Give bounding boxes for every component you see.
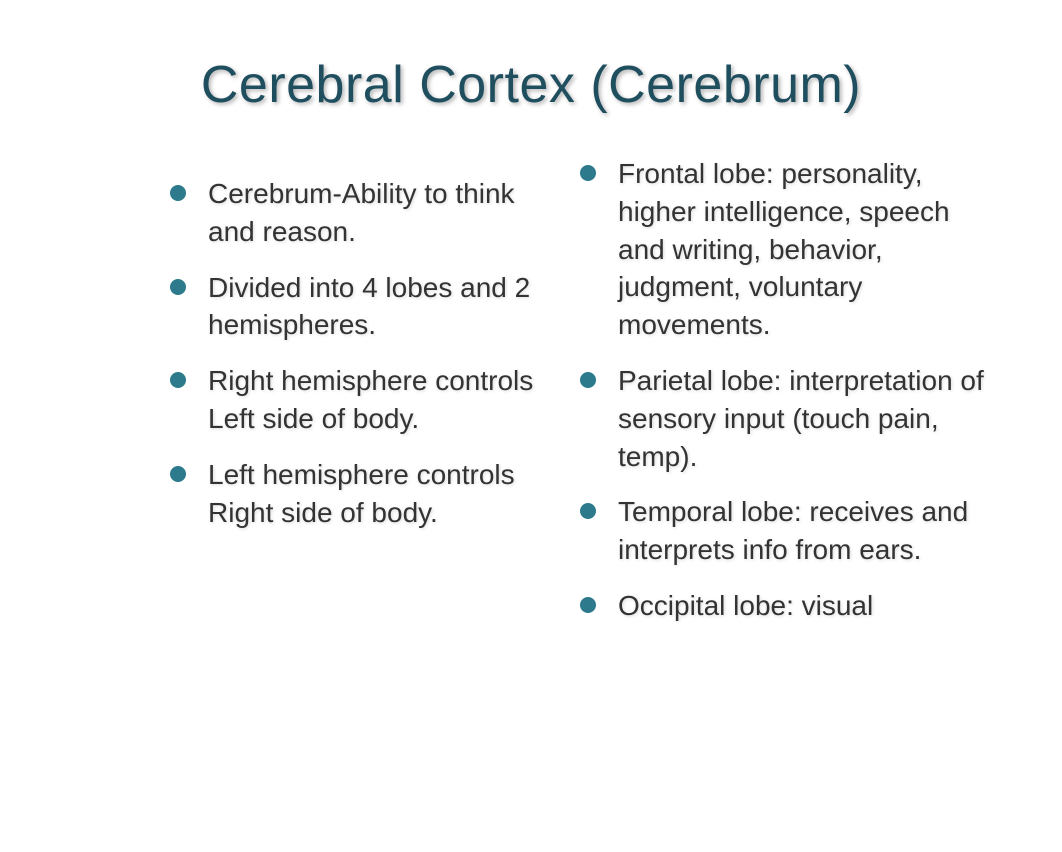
slide-title: Cerebral Cortex (Cerebrum)	[0, 55, 1062, 115]
left-column: Cerebrum-Ability to think and reason. Di…	[170, 175, 550, 643]
list-item: Divided into 4 lobes and 2 hemispheres.	[170, 269, 550, 345]
list-item: Cerebrum-Ability to think and reason.	[170, 175, 550, 251]
list-item: Temporal lobe: receives and interprets i…	[580, 493, 1000, 569]
list-item: Right hemisphere controls Left side of b…	[170, 362, 550, 438]
list-item: Parietal lobe: interpretation of sensory…	[580, 362, 1000, 475]
left-bullet-list: Cerebrum-Ability to think and reason. Di…	[170, 175, 550, 531]
list-item: Frontal lobe: personality, higher intell…	[580, 155, 1000, 344]
content-columns: Cerebrum-Ability to think and reason. Di…	[0, 155, 1062, 643]
list-item: Left hemisphere controls Right side of b…	[170, 456, 550, 532]
list-item: Occipital lobe: visual	[580, 587, 1000, 625]
right-bullet-list: Frontal lobe: personality, higher intell…	[580, 155, 1000, 625]
right-column: Frontal lobe: personality, higher intell…	[580, 155, 1000, 643]
